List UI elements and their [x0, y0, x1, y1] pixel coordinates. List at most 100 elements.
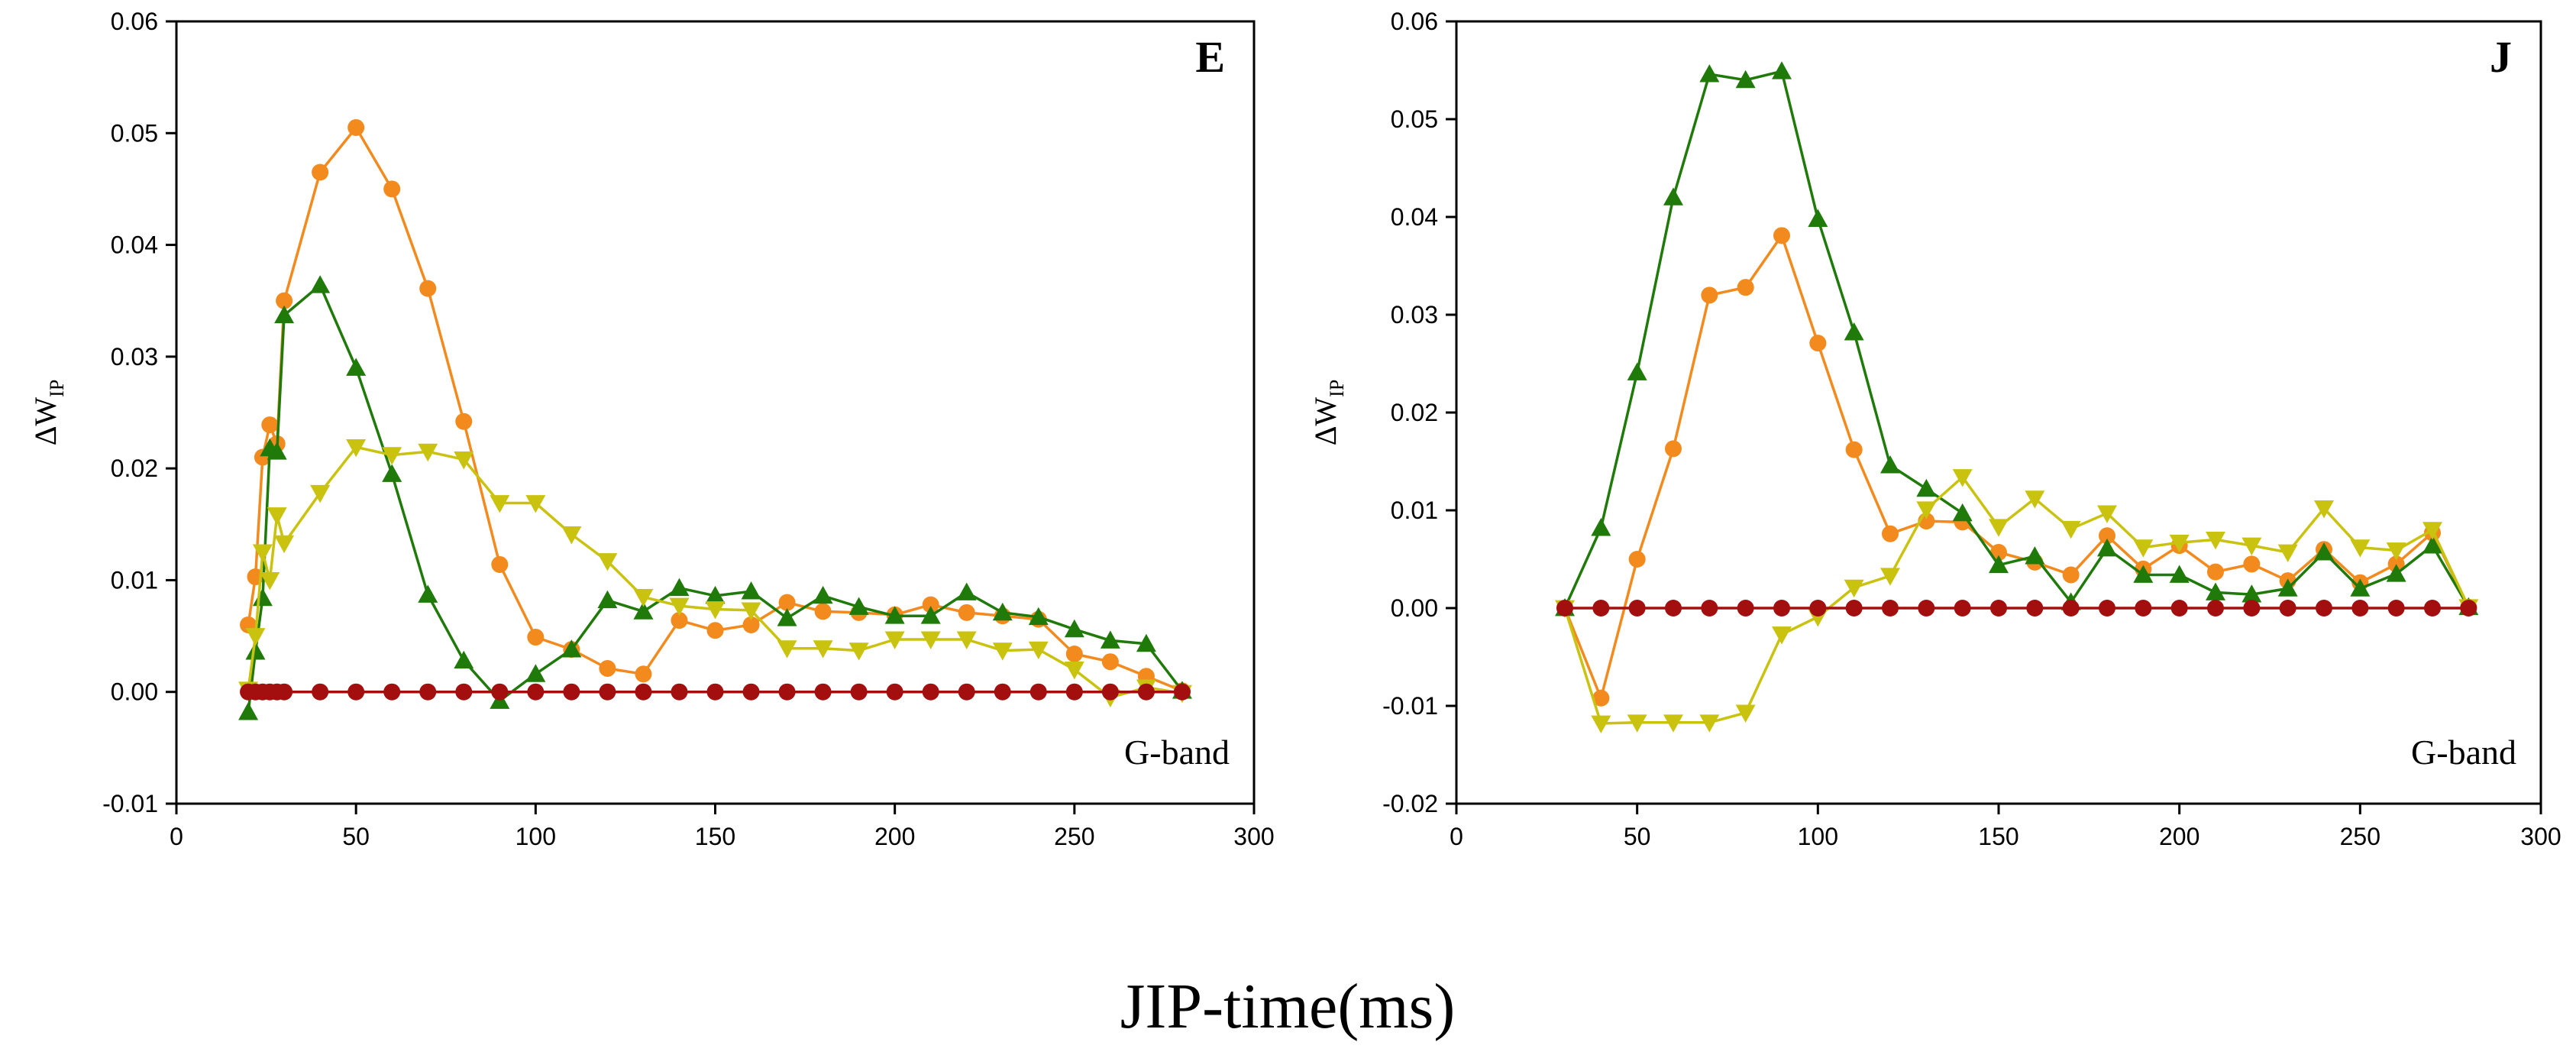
data-point-yellow	[777, 640, 797, 659]
data-point-orange	[671, 612, 688, 629]
data-point-yellow	[1627, 714, 1647, 733]
data-point-control	[312, 683, 329, 701]
panel-letter: J	[2490, 32, 2512, 82]
y-tick-label: 0.00	[1391, 594, 1438, 622]
data-point-control	[1773, 600, 1790, 616]
data-point-control	[2424, 600, 2441, 616]
series-control	[240, 683, 1191, 701]
data-point-green	[382, 464, 402, 482]
data-point-green	[238, 702, 259, 720]
data-point-control	[2062, 600, 2080, 616]
data-point-yellow	[2422, 522, 2442, 540]
data-point-green	[1663, 187, 1683, 205]
data-point-orange	[922, 596, 939, 613]
y-tick-label: 0.04	[111, 231, 158, 259]
data-point-control	[2351, 600, 2369, 616]
data-point-yellow	[490, 495, 510, 513]
data-point-control	[1173, 683, 1191, 701]
data-point-green	[848, 597, 869, 615]
data-point-yellow	[1772, 626, 1792, 645]
data-point-control	[419, 683, 437, 701]
data-point-control	[1882, 600, 1899, 616]
data-point-yellow	[956, 631, 977, 649]
y-tick-label: 0.05	[111, 119, 158, 147]
data-point-green	[346, 358, 367, 376]
data-point-green	[274, 305, 295, 324]
data-point-yellow	[252, 544, 273, 562]
series-orange	[1556, 227, 2477, 707]
data-point-yellow	[1735, 704, 1756, 723]
data-point-green	[310, 275, 331, 293]
y-tick-label: -0.02	[1382, 790, 1438, 817]
data-point-yellow	[705, 601, 726, 620]
x-tick-label: 100	[516, 823, 556, 850]
data-point-control	[1737, 600, 1754, 616]
data-point-yellow	[561, 526, 582, 545]
data-point-green	[2206, 582, 2225, 600]
panel-E: 0 50 100 150 200 250 300 -0.01 0.00 0.01 0.02 0.03 0…	[28, 8, 1275, 850]
series-green	[1555, 61, 2479, 616]
y-tick-label: 0.01	[1391, 497, 1438, 524]
band-annotation: G-band	[2411, 733, 2516, 772]
data-point-green	[1064, 619, 1084, 638]
data-point-control	[1665, 600, 1682, 616]
series-line-yellow	[1563, 475, 2470, 725]
data-point-green	[454, 650, 474, 669]
data-point-yellow	[848, 642, 869, 661]
data-point-control	[706, 683, 724, 701]
data-point-control	[455, 683, 473, 701]
data-point-yellow	[525, 495, 546, 513]
data-point-orange	[1101, 653, 1119, 671]
y-axis-label-main: ΔW	[1308, 397, 1343, 446]
data-point-green	[813, 585, 833, 604]
data-point-orange	[2207, 563, 2224, 581]
series-yellow	[1555, 469, 2479, 734]
y-tick-label: 0.06	[111, 8, 158, 35]
data-point-control	[2135, 600, 2152, 616]
data-point-control	[1954, 600, 1971, 616]
x-tick-label: 250	[2340, 823, 2380, 850]
y-axis-label-subscript: IP	[1326, 380, 1348, 397]
data-point-green	[2386, 564, 2406, 582]
data-point-yellow	[1591, 715, 1611, 734]
data-point-yellow	[992, 642, 1013, 661]
x-tick-label: 0	[1450, 823, 1463, 850]
data-point-green	[2350, 578, 2371, 597]
data-point-control	[2460, 600, 2477, 616]
data-point-control	[2207, 600, 2224, 616]
data-point-green	[992, 602, 1013, 621]
data-point-control	[2387, 600, 2405, 616]
data-point-green	[2025, 546, 2045, 565]
data-point-orange	[1773, 227, 1790, 244]
data-point-green	[1952, 503, 1973, 522]
data-point-orange	[1809, 335, 1827, 352]
data-point-green	[2097, 538, 2117, 557]
data-point-green	[741, 581, 761, 600]
data-point-control	[671, 683, 688, 701]
data-point-green	[1136, 633, 1156, 652]
data-point-green	[1989, 555, 2009, 574]
data-point-orange	[276, 292, 293, 309]
data-point-control	[1137, 683, 1155, 701]
data-point-green	[597, 590, 618, 609]
data-point-green	[1844, 322, 1864, 341]
data-point-orange	[599, 659, 616, 677]
data-point-yellow	[2169, 534, 2190, 553]
x-tick-label: 150	[1978, 823, 2018, 850]
series-green	[238, 275, 1192, 720]
y-tick-label: 0.06	[1391, 8, 1438, 35]
y-tick-label: 0.02	[1391, 399, 1438, 426]
data-point-yellow	[1699, 714, 1720, 733]
data-point-orange	[1065, 645, 1083, 662]
x-tick-label: 300	[2520, 823, 2561, 850]
x-tick-label: 250	[1054, 823, 1094, 850]
data-point-control	[2099, 600, 2115, 616]
data-point-yellow	[741, 602, 761, 620]
data-point-yellow	[597, 553, 618, 571]
data-point-control	[1918, 600, 1935, 616]
data-point-green	[2133, 565, 2154, 583]
data-point-green	[2277, 578, 2298, 597]
data-point-yellow	[2206, 532, 2225, 550]
data-point-yellow	[2060, 520, 2081, 539]
